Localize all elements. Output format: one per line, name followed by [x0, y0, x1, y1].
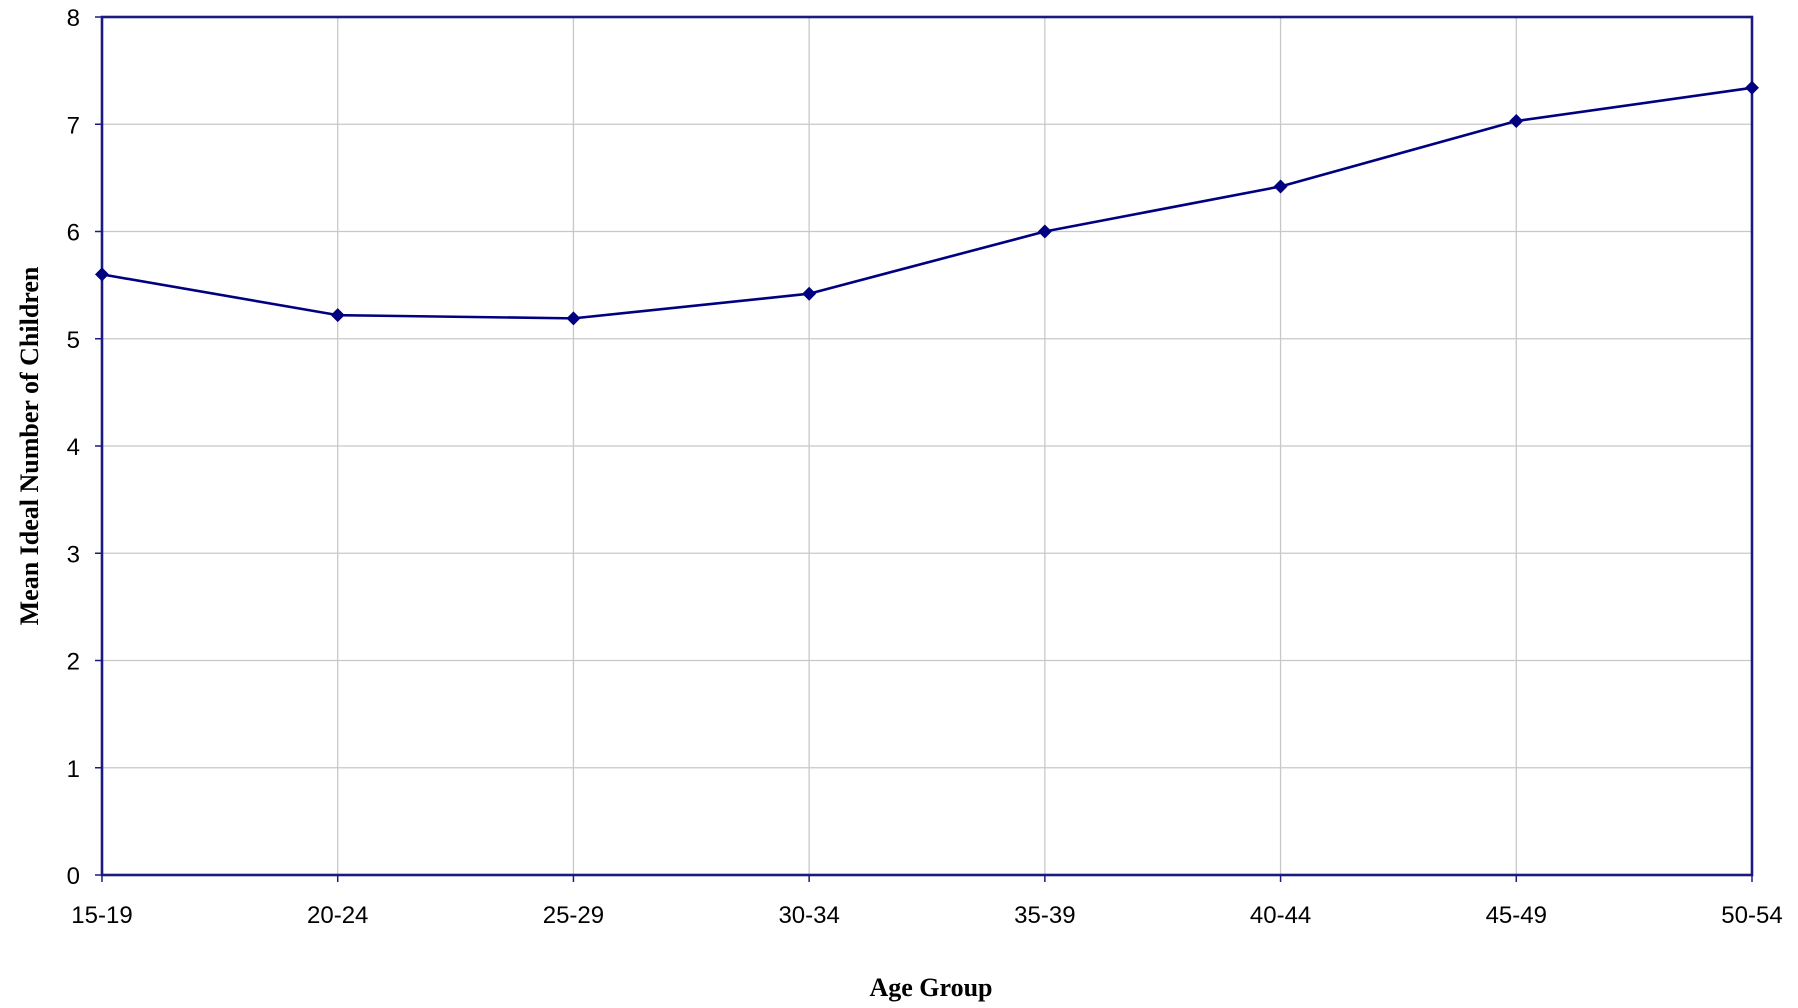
y-tick-label: 0 — [67, 863, 80, 890]
data-series — [95, 80, 1759, 326]
data-point-marker — [802, 286, 817, 301]
data-point-marker — [1037, 224, 1052, 239]
x-tick-label: 40-44 — [1250, 902, 1311, 929]
x-tick-label: 35-39 — [1014, 902, 1075, 929]
x-tick-label: 25-29 — [543, 902, 604, 929]
data-point-marker — [330, 308, 345, 323]
x-axis-title: Age Group — [869, 973, 992, 1002]
data-point-marker — [566, 311, 581, 326]
series-line — [101, 86, 1753, 320]
data-point-marker — [1745, 80, 1759, 95]
y-tick-label: 8 — [67, 5, 80, 32]
y-tick-label: 5 — [67, 327, 80, 354]
y-tick-label: 3 — [67, 541, 80, 568]
y-tick-label: 4 — [67, 434, 80, 461]
y-axis-title: Mean Ideal Number of Children — [15, 266, 44, 625]
y-tick-label: 1 — [67, 756, 80, 783]
gridlines — [95, 16, 1753, 882]
data-point-marker — [1273, 179, 1288, 194]
x-tick-label: 50-54 — [1721, 902, 1782, 929]
data-point-marker — [1509, 114, 1524, 129]
y-axis-tick-labels: 0 1 2 3 4 5 6 7 8 — [67, 5, 80, 890]
data-point-marker — [95, 267, 109, 282]
x-tick-label: 30-34 — [778, 902, 839, 929]
x-tick-label: 15-19 — [71, 902, 132, 929]
x-axis-tick-labels: 15-19 20-24 25-29 30-34 35-39 40-44 45-49 50-54 — [71, 902, 1782, 929]
x-tick-label: 20-24 — [307, 902, 368, 929]
x-tick-label: 45-49 — [1486, 902, 1547, 929]
y-tick-label: 7 — [67, 112, 80, 139]
plot-area-border — [100, 15, 1754, 877]
y-tick-label: 6 — [67, 220, 80, 247]
y-tick-label: 2 — [67, 649, 80, 676]
